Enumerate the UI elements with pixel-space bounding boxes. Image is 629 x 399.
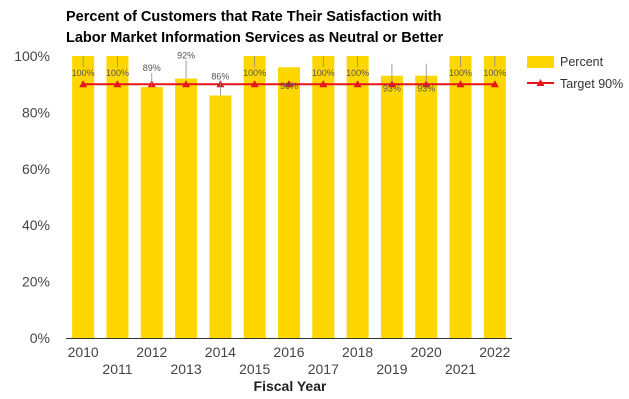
x-tick-label: 2014 (205, 344, 236, 360)
bar (243, 56, 266, 338)
data-label: 100% (72, 68, 95, 78)
x-tick-label: 2018 (342, 344, 373, 360)
bar (449, 56, 472, 338)
bar (278, 67, 300, 338)
x-axis-label: Fiscal Year (254, 378, 327, 394)
x-tick-label: 2017 (308, 361, 339, 377)
target-marker (456, 80, 465, 88)
x-tick-label: 2020 (411, 344, 442, 360)
data-label: 100% (449, 68, 472, 78)
bar (415, 75, 438, 339)
y-tick-label: 80% (22, 104, 50, 120)
data-label: 100% (346, 68, 369, 78)
bar (380, 75, 403, 339)
target-marker (353, 80, 362, 88)
x-tick-label: 2015 (239, 361, 270, 377)
data-label: 100% (483, 68, 506, 78)
data-label: 93% (417, 84, 435, 94)
data-label: 100% (106, 68, 129, 78)
bar (106, 56, 129, 338)
target-marker (490, 80, 499, 88)
x-axis: 2010201120122013201420152016201720182019… (66, 338, 512, 377)
data-label: 100% (312, 68, 335, 78)
chart-title-line-2: Labor Market Information Services as Neu… (66, 30, 443, 46)
data-labels: 100% 100% 89% 92% 86% 100% 96% 100% 100% 93% 93% 10… (72, 51, 506, 96)
legend-swatch-percent (527, 56, 554, 68)
x-tick-label: 2010 (68, 344, 99, 360)
x-tick-label: 2016 (273, 344, 304, 360)
y-tick-label: 60% (22, 161, 50, 177)
data-label: 89% (143, 63, 161, 73)
legend: Percent Target 90% (527, 55, 623, 91)
y-axis: 0% 20% 40% 60% 80% 100% (14, 48, 50, 346)
data-label: 86% (211, 71, 229, 81)
chart-title: Percent of Customers that Rate Their Sat… (66, 9, 443, 46)
data-label: 96% (280, 81, 298, 91)
target-marker (79, 80, 88, 88)
bar (175, 78, 198, 338)
legend-swatch-target-marker (536, 79, 545, 86)
bar (72, 56, 95, 338)
x-tick-label: 2012 (136, 344, 167, 360)
data-label: 92% (177, 51, 195, 61)
x-tick-label: 2013 (170, 361, 201, 377)
y-tick-label: 40% (22, 217, 50, 233)
bars (72, 56, 506, 339)
data-label: 100% (243, 68, 266, 78)
target-marker (387, 80, 396, 88)
target-marker (285, 80, 293, 88)
legend-label-percent: Percent (560, 55, 604, 69)
y-tick-label: 0% (30, 330, 50, 346)
y-tick-label: 100% (14, 48, 50, 64)
chart-title-line-1: Percent of Customers that Rate Their Sat… (66, 9, 441, 25)
bar (312, 56, 335, 338)
bar (140, 87, 163, 339)
legend-label-target: Target 90% (560, 77, 623, 91)
x-tick-label: 2021 (445, 361, 476, 377)
bar (483, 56, 506, 338)
data-label: 93% (383, 84, 401, 94)
x-tick-label: 2011 (102, 361, 132, 377)
target-marker (182, 80, 191, 88)
bar (209, 95, 232, 338)
bar (346, 56, 369, 338)
target-marker (113, 80, 122, 88)
x-tick-label: 2019 (376, 361, 407, 377)
y-tick-label: 20% (22, 274, 50, 290)
x-tick-label: 2022 (479, 344, 510, 360)
target-marker (422, 80, 431, 88)
target-marker (250, 80, 259, 88)
target-marker (319, 80, 328, 88)
